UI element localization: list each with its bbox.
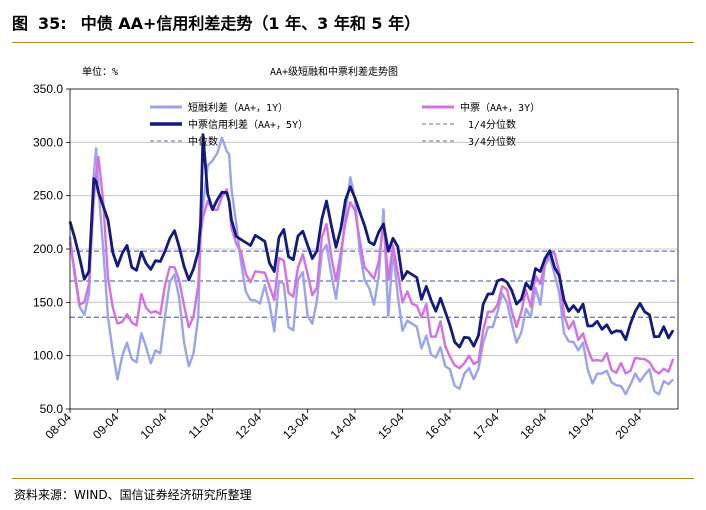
x-tick-label: 11-04: [186, 410, 217, 441]
x-tick-label: 17-04: [470, 410, 502, 442]
x-axis: 08-04 09-04 10-04 11-04 12-04 13-04 14-04 15-04…: [43, 409, 645, 442]
legend-label-1y: 短融利差（AA+，1Y）: [188, 101, 288, 114]
footer-rule: [12, 478, 694, 479]
x-tick-label: 13-04: [280, 410, 312, 442]
legend-label-q1: 1/4分位数: [468, 118, 516, 131]
legend-label-median: 中位数: [188, 135, 218, 148]
y-tick-label: 350.0: [33, 82, 63, 96]
header-rule: [12, 42, 694, 43]
series-lines: [68, 133, 675, 396]
y-tick-label: 50.0: [40, 402, 64, 416]
x-tick-label: 10-04: [138, 410, 170, 442]
reference-lines: [70, 250, 678, 318]
legend-label-q3: 3/4分位数: [468, 135, 516, 148]
x-tick-label: 09-04: [90, 410, 122, 442]
figure-number: 35:: [38, 14, 67, 33]
y-axis: 50.0 100.0 150.0 200.0 250.0 300.0 350.0: [33, 82, 70, 416]
y-tick-label: 250.0: [33, 189, 63, 203]
series-line-5y: [68, 133, 675, 349]
figure-label: 图: [12, 14, 29, 33]
x-tick-label: 15-04: [375, 410, 407, 442]
series-line-3y: [68, 156, 675, 375]
x-tick-label: 20-04: [613, 410, 645, 442]
legend: 短融利差（AA+，1Y） 中票（AA+，3Y） 中票信用利差（AA+，5Y） 1…: [150, 101, 540, 148]
legend-label-3y: 中票（AA+，3Y）: [460, 101, 540, 114]
figure-title: 中债 AA+信用利差走势（1 年、3 年和 5 年）: [80, 14, 421, 33]
y-tick-label: 100.0: [33, 349, 63, 363]
y-tick-label: 150.0: [33, 295, 63, 309]
legend-label-5y: 中票信用利差（AA+，5Y）: [188, 118, 308, 131]
x-tick-label: 12-04: [233, 410, 265, 442]
figure-header: 图 35: 中债 AA+信用利差走势（1 年、3 年和 5 年）: [12, 9, 694, 39]
x-tick-label: 16-04: [423, 410, 455, 442]
x-tick-label: 14-04: [328, 410, 360, 442]
chart-title: AA+级短融和中票利差走势图: [270, 65, 398, 78]
x-tick-label: 19-04: [565, 410, 597, 442]
spread-chart: 单位：% AA+级短融和中票利差走势图 50.0 100.0 150.0 200.0 2…: [33, 65, 679, 442]
x-tick-label: 18-04: [518, 410, 550, 442]
gridlines: [70, 141, 678, 357]
source-note: 资料来源：WIND、国信证券经济研究所整理: [14, 488, 252, 502]
y-tick-label: 200.0: [33, 242, 63, 256]
y-tick-label: 300.0: [33, 135, 63, 149]
unit-label: 单位：%: [82, 65, 118, 78]
series-line-1y: [68, 136, 675, 396]
